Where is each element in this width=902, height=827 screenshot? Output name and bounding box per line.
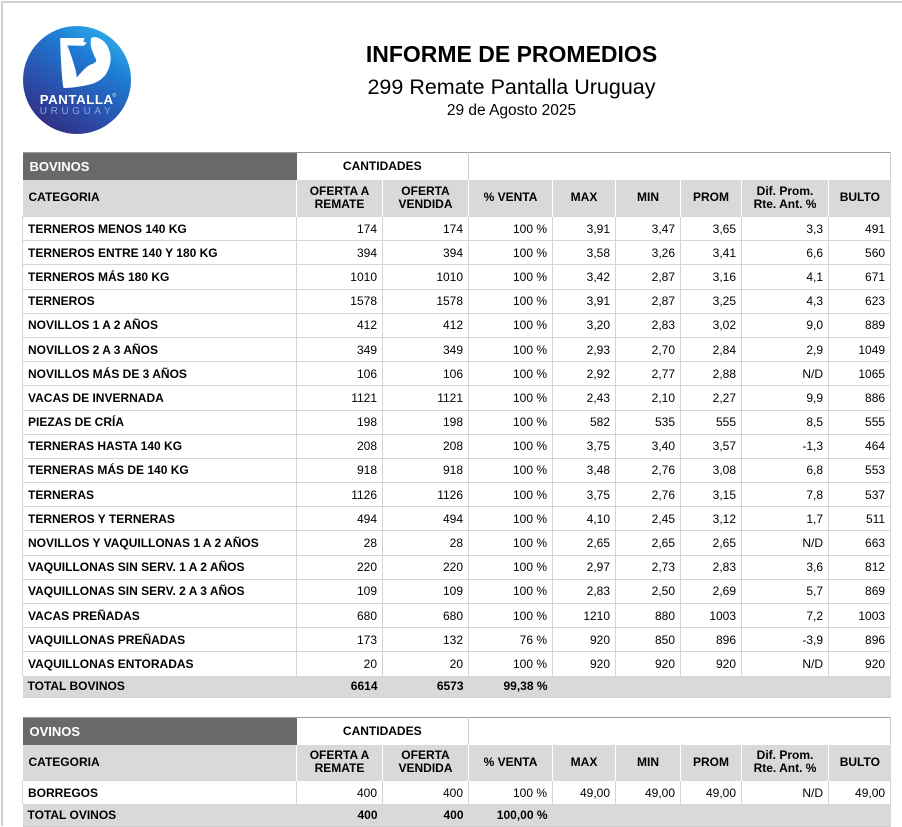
- svg-text:®: ®: [112, 92, 116, 99]
- svg-text:PANTALLA: PANTALLA: [40, 92, 114, 107]
- svg-text:URUGUAY: URUGUAY: [40, 106, 114, 117]
